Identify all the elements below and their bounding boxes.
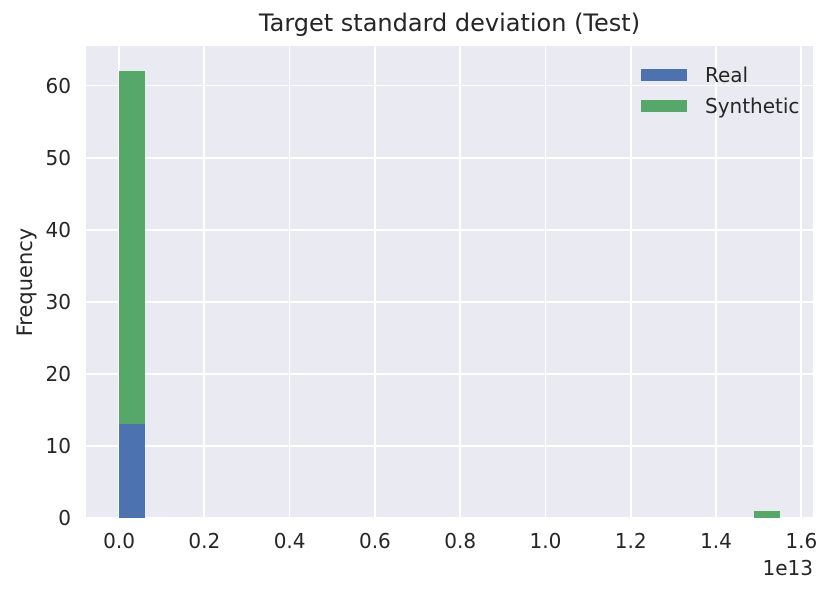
bar-segment-real <box>119 424 146 518</box>
gridline-vertical <box>800 46 803 518</box>
legend-label-real: Real <box>705 62 749 87</box>
gridline-horizontal <box>86 373 813 375</box>
gridline-vertical <box>459 46 461 518</box>
gridline-horizontal <box>86 228 813 231</box>
gridline-vertical <box>288 46 291 518</box>
plot-area <box>86 46 813 518</box>
gridline-horizontal <box>86 445 813 447</box>
gridline-vertical <box>544 46 547 518</box>
x-tick-label: 0.6 <box>358 529 391 553</box>
y-axis-label: Frequency <box>13 227 37 337</box>
y-tick-label: 0 <box>58 506 71 530</box>
gridline-vertical <box>374 46 376 518</box>
y-tick-label: 50 <box>45 145 71 170</box>
y-tick-label: 10 <box>45 433 71 458</box>
gridline-vertical <box>629 46 632 518</box>
legend-item-synthetic: Synthetic <box>641 90 799 121</box>
x-tick-label: 1.4 <box>700 529 732 553</box>
legend: Real Synthetic <box>641 59 799 121</box>
gridline-horizontal <box>86 84 813 87</box>
legend-item-real: Real <box>641 59 799 90</box>
y-tick-label: 30 <box>45 289 71 314</box>
bar-segment-synthetic <box>119 71 146 425</box>
x-tick-label: 0.4 <box>273 529 306 553</box>
y-tick-label: 60 <box>45 73 71 98</box>
x-tick-label: 1.6 <box>785 529 818 553</box>
x-tick-label: 0.0 <box>103 529 135 553</box>
y-tick-label: 20 <box>45 361 71 386</box>
bar-segment-synthetic <box>753 510 780 518</box>
gridline-horizontal <box>86 517 813 518</box>
legend-label-synthetic: Synthetic <box>705 93 800 118</box>
x-tick-label: 0.2 <box>188 529 221 553</box>
x-tick-label: 1.2 <box>614 529 647 553</box>
gridline-horizontal <box>86 300 813 303</box>
gridline-horizontal <box>86 156 813 159</box>
x-tick-label: 0.8 <box>444 529 477 553</box>
gridline-vertical <box>203 46 206 518</box>
y-tick-label: 40 <box>45 217 71 242</box>
x-offset-label: 1e13 <box>762 556 813 580</box>
x-tick-label: 1.0 <box>529 529 562 553</box>
chart-title: Target standard deviation (Test) <box>258 9 641 37</box>
legend-swatch-synthetic <box>641 99 687 112</box>
legend-swatch-real <box>641 68 687 81</box>
gridline-vertical <box>715 46 717 518</box>
